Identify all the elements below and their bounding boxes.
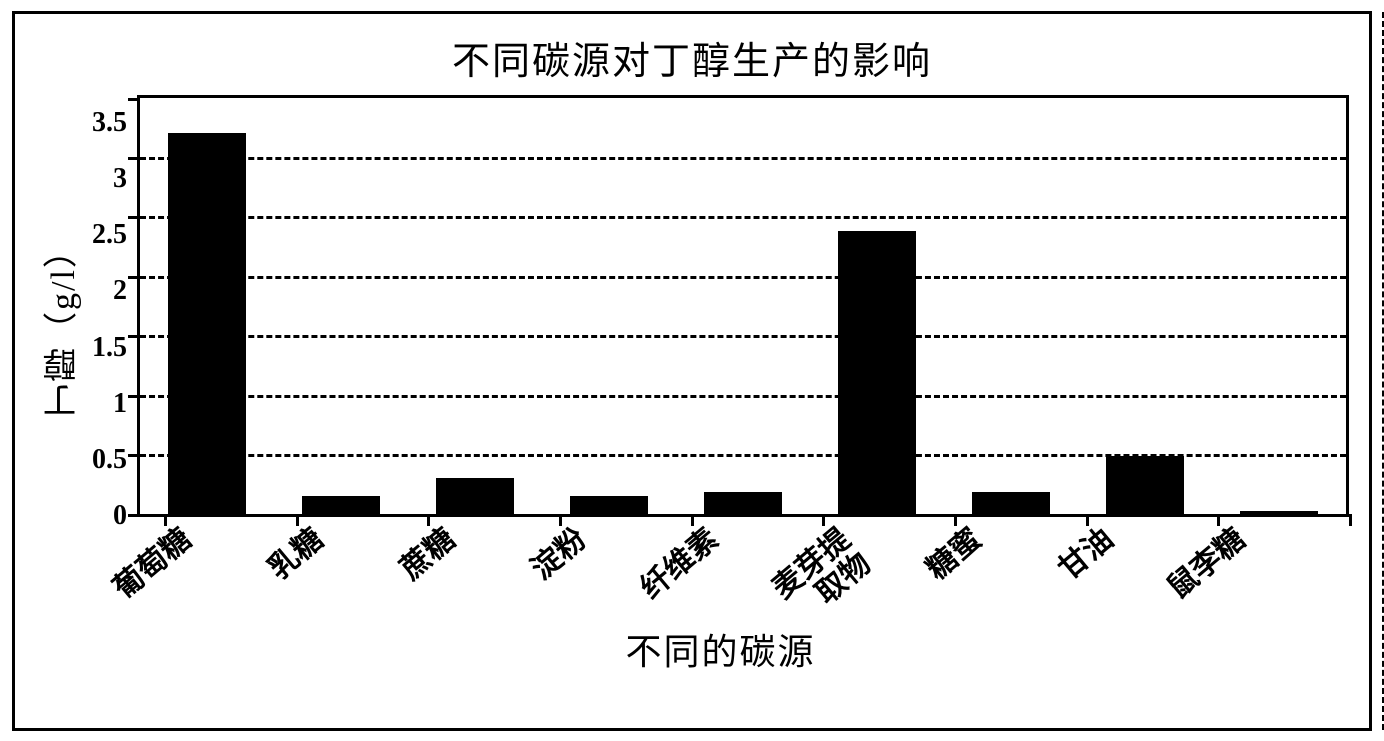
x-axis-ticks-row: 葡萄糖乳糖蔗糖淀粉纤维素麦芽提取物糖蜜甘油鼠李糖 xyxy=(92,517,1349,627)
grid-line xyxy=(140,395,1346,398)
plot-row: 3.532.521.510.50 xyxy=(92,95,1349,517)
grid-line xyxy=(140,276,1346,279)
x-tick-mark xyxy=(559,514,562,526)
x-tick-mark xyxy=(427,514,430,526)
x-tick-mark xyxy=(691,514,694,526)
chart-frame: 不同碳源对丁醇生产的影响 丁醇（g/l） 3.532.521.510.50 葡萄… xyxy=(12,11,1372,731)
y-tick-mark xyxy=(128,276,140,279)
chart-title: 不同碳源对丁醇生产的影响 xyxy=(35,30,1349,85)
bar xyxy=(1240,511,1318,513)
grid-line xyxy=(140,157,1346,160)
y-tick-label: 2.5 xyxy=(92,221,127,249)
y-tick-mark xyxy=(128,98,140,101)
x-tick: 鼠李糖 xyxy=(1217,517,1349,627)
chart-body: 丁醇（g/l） 3.532.521.510.50 葡萄糖乳糖蔗糖淀粉纤维素麦芽提… xyxy=(35,95,1349,675)
y-tick-label: 2 xyxy=(113,277,127,305)
grid-line xyxy=(140,454,1346,457)
x-tick-mark xyxy=(164,514,167,526)
plot-column: 3.5 3 2.5 2 1.5 1 0.5 0 葡萄糖乳糖蔗糖淀粉纤维素麦芽提取物糖蜜甘油鼠李… xyxy=(92,95,1349,675)
y-tick-mark xyxy=(128,454,140,457)
bar xyxy=(1106,456,1184,513)
y-tick-label: 1 xyxy=(113,390,127,418)
x-tick-mark xyxy=(296,514,299,526)
x-tick-mark xyxy=(1217,514,1220,526)
bar xyxy=(436,478,514,514)
y-axis-label: 丁醇（g/l） xyxy=(35,0,92,675)
y-tick-mark xyxy=(128,157,140,160)
y-tick-label: 3.5 xyxy=(92,109,127,137)
x-tick-mark xyxy=(1086,514,1089,526)
y-tick-mark xyxy=(128,216,140,219)
y-tick-mark xyxy=(128,514,140,517)
x-tick-mark xyxy=(1349,514,1352,526)
y-tick-label: 1.5 xyxy=(92,334,127,362)
x-axis-ticks: 葡萄糖乳糖蔗糖淀粉纤维素麦芽提取物糖蜜甘油鼠李糖 xyxy=(164,517,1349,627)
bar xyxy=(570,496,648,514)
x-tick-mark xyxy=(822,514,825,526)
bar xyxy=(704,492,782,513)
x-tick-mark xyxy=(954,514,957,526)
bar xyxy=(972,492,1050,513)
y-tick-label: 0.5 xyxy=(92,446,127,474)
grid-line xyxy=(140,335,1346,338)
bar xyxy=(838,231,916,514)
x-axis-label: 不同的碳源 xyxy=(92,623,1349,675)
plot-area xyxy=(137,95,1349,517)
y-tick-label: 0 xyxy=(113,502,127,530)
y-tick-label: 3 xyxy=(113,165,127,193)
y-tick-mark xyxy=(128,335,140,338)
y-tick-mark xyxy=(128,395,140,398)
bar xyxy=(302,496,380,514)
grid-line xyxy=(140,216,1346,219)
